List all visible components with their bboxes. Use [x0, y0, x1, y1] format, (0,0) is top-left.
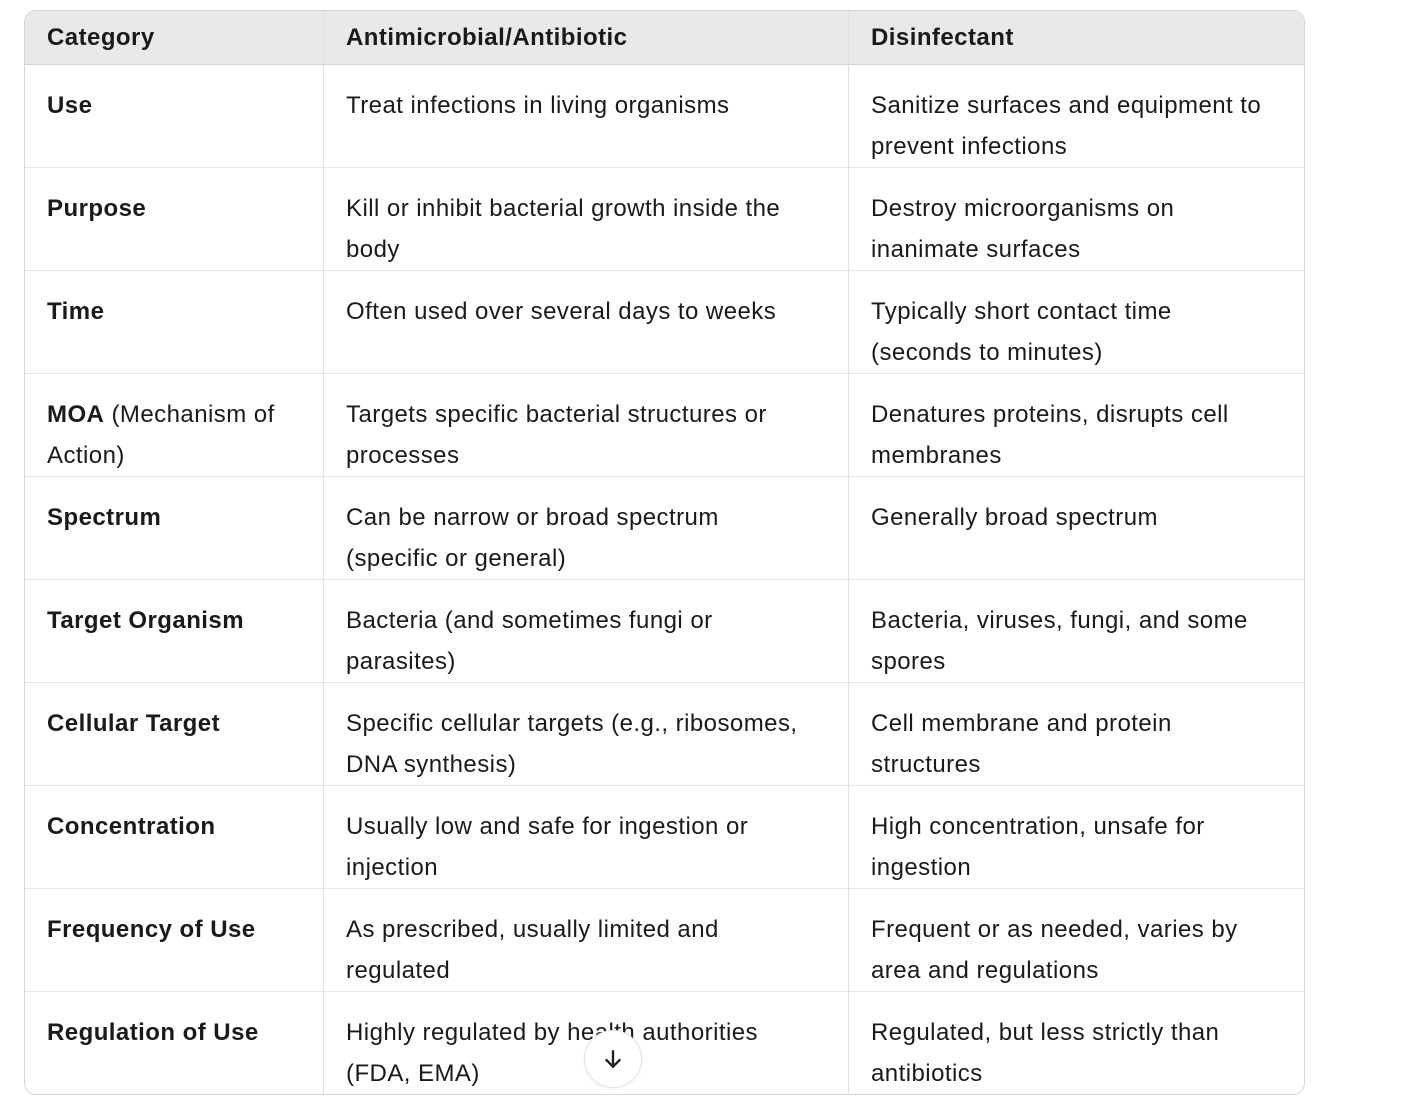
table-row-spectrum-category: Spectrum [25, 476, 323, 579]
category-label: Time [47, 298, 105, 325]
table-row-spectrum-antimicrobial: Can be narrow or broad spectrum (specifi… [323, 476, 848, 579]
table-row-time-category: Time [25, 270, 323, 373]
column-header-category: Category [25, 11, 323, 65]
category-label: Target Organism [47, 607, 245, 634]
table-row-target-organism-antimicrobial: Bacteria (and sometimes fungi or parasit… [323, 579, 848, 682]
table-row-regulation-disinfectant: Regulated, but less strictly than antibi… [848, 991, 1304, 1094]
table-row-moa-antimicrobial: Targets specific bacterial structures or… [323, 373, 848, 476]
table-row-use-disinfectant: Sanitize surfaces and equipment to preve… [848, 65, 1304, 167]
table-row-use-category: Use [25, 65, 323, 167]
table-row-purpose-antimicrobial: Kill or inhibit bacterial growth inside … [323, 167, 848, 270]
table-row-frequency-antimicrobial: As prescribed, usually limited and regul… [323, 888, 848, 991]
table-row-concentration-antimicrobial: Usually low and safe for ingestion or in… [323, 785, 848, 888]
column-header-antimicrobial: Antimicrobial/Antibiotic [323, 11, 848, 65]
table-row-time-antimicrobial: Often used over several days to weeks [323, 270, 848, 373]
table-row-frequency-category: Frequency of Use [25, 888, 323, 991]
table-row-cellular-target-disinfectant: Cell membrane and protein structures [848, 682, 1304, 785]
table-row-target-organism-disinfectant: Bacteria, viruses, fungi, and some spore… [848, 579, 1304, 682]
category-label: Concentration [47, 813, 216, 840]
comparison-table: Category Antimicrobial/Antibiotic Disinf… [24, 10, 1305, 1095]
scroll-to-bottom-button[interactable] [584, 1030, 642, 1088]
category-label: Spectrum [47, 504, 162, 531]
table-row-purpose-category: Purpose [25, 167, 323, 270]
category-label: MOA [47, 401, 105, 428]
category-label: Frequency of Use [47, 916, 256, 943]
column-header-disinfectant: Disinfectant [848, 11, 1304, 65]
table-row-use-antimicrobial: Treat infections in living organisms [323, 65, 848, 167]
table-row-cellular-target-antimicrobial: Specific cellular targets (e.g., ribosom… [323, 682, 848, 785]
category-label: Purpose [47, 195, 147, 222]
category-label: Regulation of Use [47, 1019, 259, 1046]
table-row-concentration-disinfectant: High concentration, unsafe for ingestion [848, 785, 1304, 888]
table-row-regulation-category: Regulation of Use [25, 991, 323, 1094]
table-row-purpose-disinfectant: Destroy microorganisms on inanimate surf… [848, 167, 1304, 270]
table-row-spectrum-disinfectant: Generally broad spectrum [848, 476, 1304, 579]
table-row-time-disinfectant: Typically short contact time (seconds to… [848, 270, 1304, 373]
category-label: Use [47, 92, 93, 119]
category-label: Cellular Target [47, 710, 221, 737]
table-row-cellular-target-category: Cellular Target [25, 682, 323, 785]
table-row-regulation-antimicrobial: Highly regulated by health authorities (… [323, 991, 848, 1094]
category-label-rest: (Mechanism of Action) [47, 401, 275, 469]
table-row-moa-category: MOA (Mechanism of Action) [25, 373, 323, 476]
arrow-down-icon [599, 1045, 627, 1073]
table-row-target-organism-category: Target Organism [25, 579, 323, 682]
table-row-moa-disinfectant: Denatures proteins, disrupts cell membra… [848, 373, 1304, 476]
table-row-frequency-disinfectant: Frequent or as needed, varies by area an… [848, 888, 1304, 991]
table-row-concentration-category: Concentration [25, 785, 323, 888]
